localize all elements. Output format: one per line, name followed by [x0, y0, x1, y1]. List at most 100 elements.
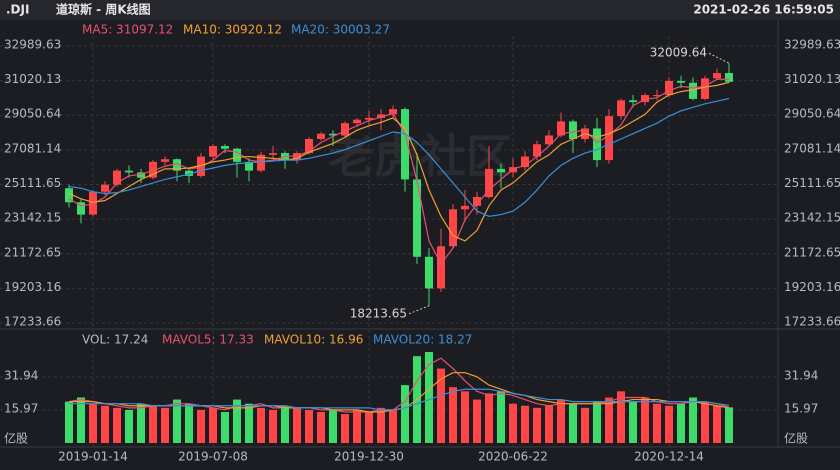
x-tick-label: 2019-12-30 — [334, 450, 404, 464]
candle-body — [629, 100, 637, 103]
candle-body — [449, 209, 457, 247]
volume-bar — [293, 407, 301, 443]
y-tick-label-right: 21172.65 — [784, 245, 840, 259]
volume-bar — [521, 405, 529, 443]
candle-body — [653, 95, 661, 97]
legend-entry: VOL: 17.24 — [82, 333, 148, 347]
candle-body — [293, 153, 301, 161]
ma-line — [68, 81, 730, 242]
legend-entry: MA5: 31097.12 — [82, 23, 173, 37]
candle-body — [329, 133, 337, 136]
volume-bar — [617, 391, 625, 443]
legend-entry: MAVOL10: 16.96 — [264, 333, 363, 347]
volume-bar — [329, 409, 337, 443]
x-tick-label: 2019-07-08 — [178, 450, 248, 464]
y-tick-label-right: 19203.16 — [784, 280, 840, 294]
y-tick-label: 31020.13 — [4, 72, 61, 86]
candle-body — [317, 133, 325, 139]
candle-body — [401, 109, 409, 180]
ma-line — [68, 357, 730, 413]
volume-bar — [653, 403, 661, 443]
candle-body — [689, 82, 697, 99]
timestamp: 2021-02-26 16:59:05 — [693, 3, 834, 17]
candle-body — [149, 161, 157, 178]
candle-body — [605, 116, 613, 161]
candle-body — [377, 114, 385, 118]
volume-bar — [473, 399, 481, 443]
volume-bar — [89, 403, 97, 443]
y-tick-label: 23142.15 — [4, 211, 61, 225]
volume-bar — [677, 403, 685, 443]
volume-bar — [425, 352, 433, 443]
candle-body — [569, 121, 577, 139]
volume-bar — [545, 405, 553, 443]
candle-body — [485, 168, 493, 198]
y-tick-label: 19203.16 — [4, 280, 61, 294]
volume-bar — [665, 405, 673, 443]
volume-bar — [125, 409, 133, 443]
candle-body — [353, 119, 361, 124]
annotation-leader — [408, 305, 430, 315]
candle-body — [89, 191, 97, 215]
candle-body — [269, 153, 277, 155]
watermark: 老虎社区 — [328, 130, 512, 184]
candle-body — [365, 117, 373, 120]
volume-bar — [461, 391, 469, 443]
volume-bar — [389, 409, 397, 443]
volume-bar — [401, 385, 409, 443]
candle-body — [137, 172, 145, 178]
header-bar — [0, 0, 840, 20]
candle-body — [113, 170, 121, 185]
candle-body — [593, 128, 601, 161]
y-tick-label: 25111.65 — [4, 176, 61, 190]
candle-body — [245, 161, 253, 171]
legend-entry: MA20: 30003.27 — [291, 23, 390, 37]
candle-body — [533, 144, 541, 157]
y-tick-label: 31.94 — [4, 368, 38, 382]
volume-bar — [317, 411, 325, 443]
title: 道琼斯 - 周K线图 — [56, 2, 151, 17]
candle-body — [209, 146, 217, 157]
volume-bar — [605, 397, 613, 443]
y-tick-label-right: 17233.66 — [784, 315, 840, 329]
candle-body — [197, 156, 205, 176]
candle-body — [641, 95, 649, 103]
candle-body — [461, 205, 469, 210]
volume-bar — [149, 405, 157, 443]
candle-body — [305, 138, 313, 154]
volume-bar — [269, 409, 277, 443]
volume-bar — [209, 407, 217, 443]
volume-bar — [581, 407, 589, 443]
volume-bar — [305, 409, 313, 443]
x-tick-label: 2020-12-14 — [634, 450, 704, 464]
volume-bar — [221, 411, 229, 443]
volume-bar — [533, 407, 541, 443]
candle-body — [521, 156, 529, 168]
candle-body — [101, 184, 109, 192]
candle-body — [473, 197, 481, 206]
volume-bar — [101, 405, 109, 443]
candle-body — [185, 170, 193, 176]
y-tick-label-right: 29050.64 — [784, 107, 840, 121]
legend-entry: MA10: 30920.12 — [183, 23, 282, 37]
volume-bar — [185, 403, 193, 443]
x-tick-label: 2020-06-22 — [478, 450, 548, 464]
legend-entry: MAVOL20: 18.27 — [373, 333, 472, 347]
candle-body — [341, 123, 349, 136]
volume-bar — [509, 403, 517, 443]
volume-bar — [161, 407, 169, 443]
candle-body — [389, 109, 397, 115]
y-unit-right: 亿股 — [784, 431, 808, 446]
volume-bar — [701, 401, 709, 443]
y-tick-label-right: 31.94 — [784, 368, 818, 382]
candle-body — [125, 170, 133, 173]
y-tick-label-right: 32989.63 — [784, 38, 840, 52]
candle-body — [701, 78, 709, 99]
y-tick-label-right: 23142.15 — [784, 211, 840, 225]
candle-body — [173, 159, 181, 171]
volume-bar — [257, 407, 265, 443]
volume-bar — [281, 405, 289, 443]
y-tick-label: 27081.14 — [4, 141, 61, 155]
y-tick-label: 17233.66 — [4, 315, 61, 329]
candle-body — [257, 154, 265, 171]
